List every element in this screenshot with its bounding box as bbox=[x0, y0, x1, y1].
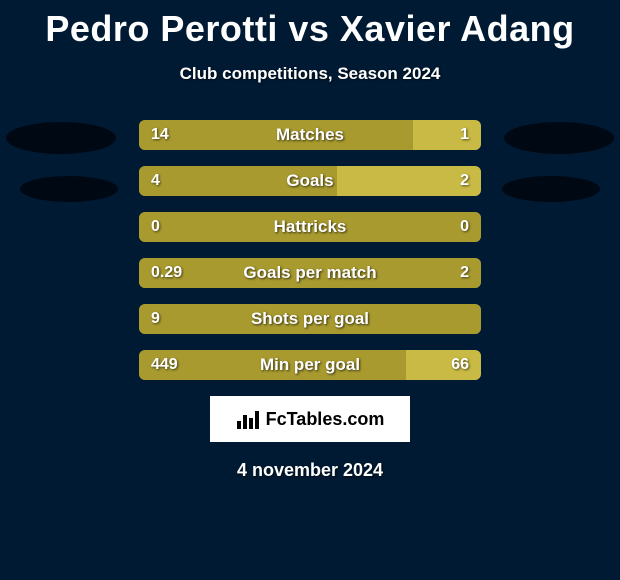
stat-row: 0.292Goals per match bbox=[139, 258, 481, 288]
stat-label: Matches bbox=[139, 120, 481, 150]
player-shadow-right-1 bbox=[502, 176, 600, 202]
fctables-logo: FcTables.com bbox=[210, 396, 410, 442]
stat-row: 44966Min per goal bbox=[139, 350, 481, 380]
stat-label: Hattricks bbox=[139, 212, 481, 242]
stat-label: Shots per goal bbox=[139, 304, 481, 334]
page-subtitle: Club competitions, Season 2024 bbox=[0, 64, 620, 84]
comparison-bars: 141Matches 42Goals 00Hattricks 0.292Goals p… bbox=[139, 120, 481, 380]
logo-text: FcTables.com bbox=[266, 409, 385, 430]
stat-row: 42Goals bbox=[139, 166, 481, 196]
player-shadow-right-0 bbox=[504, 122, 614, 154]
stat-row: 00Hattricks bbox=[139, 212, 481, 242]
page-date: 4 november 2024 bbox=[0, 460, 620, 481]
player-shadow-left-0 bbox=[6, 122, 116, 154]
player-shadow-left-1 bbox=[20, 176, 118, 202]
page-title: Pedro Perotti vs Xavier Adang bbox=[0, 0, 620, 50]
stat-label: Goals bbox=[139, 166, 481, 196]
stat-row: 9Shots per goal bbox=[139, 304, 481, 334]
stat-label: Goals per match bbox=[139, 258, 481, 288]
stat-row: 141Matches bbox=[139, 120, 481, 150]
bars-icon bbox=[236, 409, 260, 429]
stat-label: Min per goal bbox=[139, 350, 481, 380]
